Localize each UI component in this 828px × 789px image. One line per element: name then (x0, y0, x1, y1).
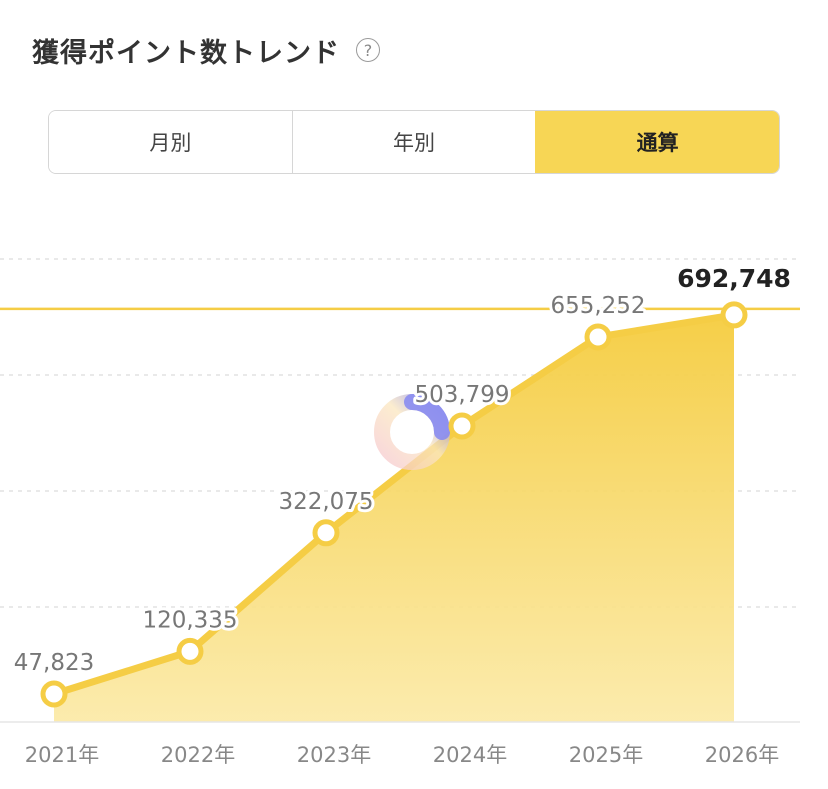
data-point-6 (720, 301, 748, 329)
data-label-5: 655,252 (550, 293, 645, 319)
data-label-4: 503,799 (414, 382, 509, 408)
x-tick-1: 2021年 (25, 743, 99, 767)
data-point-4 (448, 412, 476, 440)
header: 獲得ポイント数トレンド ? (32, 28, 380, 72)
series-line (52, 311, 735, 698)
data-point-1 (40, 680, 68, 708)
x-tick-2: 2022年 (161, 743, 235, 767)
data-label-2: 120,335 (142, 607, 237, 633)
data-point-2 (176, 637, 204, 665)
data-label-6: 692,748 (677, 264, 791, 293)
x-tick-6: 2026年 (705, 743, 779, 767)
data-label-1: 47,823 (14, 650, 94, 676)
period-tabs: 月別 年別 通算 (48, 110, 780, 174)
x-tick-3: 2023年 (297, 743, 371, 767)
x-axis-ticks: 2021年 2022年 2023年 2024年 2025年 2026年 (25, 743, 779, 767)
x-tick-4: 2024年 (433, 743, 507, 767)
help-icon[interactable]: ? (356, 38, 380, 62)
tab-yearly[interactable]: 年別 (291, 111, 536, 173)
area-fill (54, 314, 734, 722)
data-label-3: 322,075 (278, 489, 373, 515)
data-points (40, 301, 748, 708)
data-point-3 (312, 519, 340, 547)
loading-spinner (374, 394, 450, 470)
tab-monthly[interactable]: 月別 (49, 111, 292, 173)
data-point-5 (584, 323, 612, 351)
tab-total[interactable]: 通算 (535, 111, 779, 173)
data-labels: 47,823 120,335 322,075 503,799 655,252 692,74… (11, 261, 794, 679)
page-title: 獲得ポイント数トレンド (32, 37, 340, 69)
x-tick-5: 2025年 (569, 743, 643, 767)
